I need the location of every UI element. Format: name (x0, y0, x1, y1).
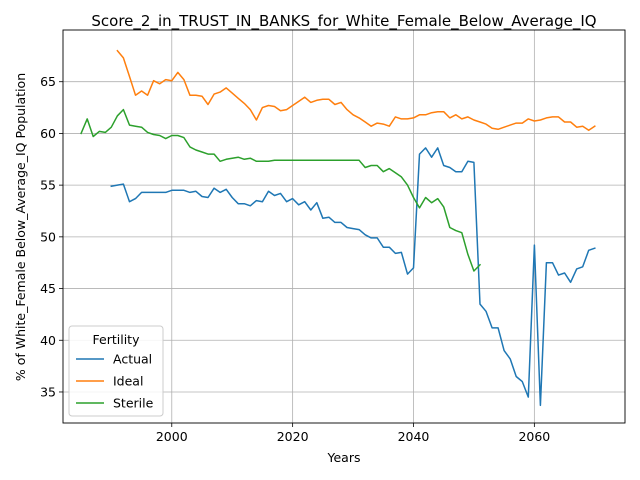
y-tick-label: 60 (40, 126, 56, 141)
x-axis-label: Years (327, 450, 361, 465)
plot-frame (62, 29, 626, 424)
y-tick-label: 35 (40, 384, 56, 399)
x-tick-label: 2060 (518, 429, 550, 444)
y-tick-label: 50 (40, 229, 56, 244)
legend-title: Fertility (93, 332, 141, 347)
chart-title: Score_2_in_TRUST_IN_BANKS_for_White_Fema… (91, 12, 596, 31)
x-tick-label: 2040 (398, 429, 430, 444)
grid-lines (63, 30, 625, 423)
y-axis-label: % of White_Female Below_Average_IQ Popul… (13, 73, 28, 381)
legend-label-sterile: Sterile (113, 396, 154, 411)
x-tick-label: 2020 (277, 429, 309, 444)
x-ticks: 2000 2020 2040 2060 (156, 423, 550, 444)
y-tick-label: 55 (40, 178, 56, 193)
series-lines (80, 49, 596, 407)
series-line-ideal (116, 49, 596, 132)
y-tick-label: 45 (40, 281, 56, 296)
series-line-sterile (80, 108, 482, 272)
legend-items: Actual Ideal Sterile (76, 352, 154, 411)
legend: Fertility Actual Ideal Sterile (68, 325, 164, 417)
y-tick-label: 65 (40, 74, 56, 89)
legend-box (68, 325, 164, 417)
legend-label-ideal: Ideal (113, 374, 143, 389)
x-tick-label: 2000 (156, 429, 188, 444)
y-ticks: 35 40 45 50 55 60 65 (40, 74, 63, 399)
y-tick-label: 40 (40, 333, 56, 348)
legend-label-actual: Actual (113, 352, 152, 367)
series-line-actual (110, 147, 596, 407)
